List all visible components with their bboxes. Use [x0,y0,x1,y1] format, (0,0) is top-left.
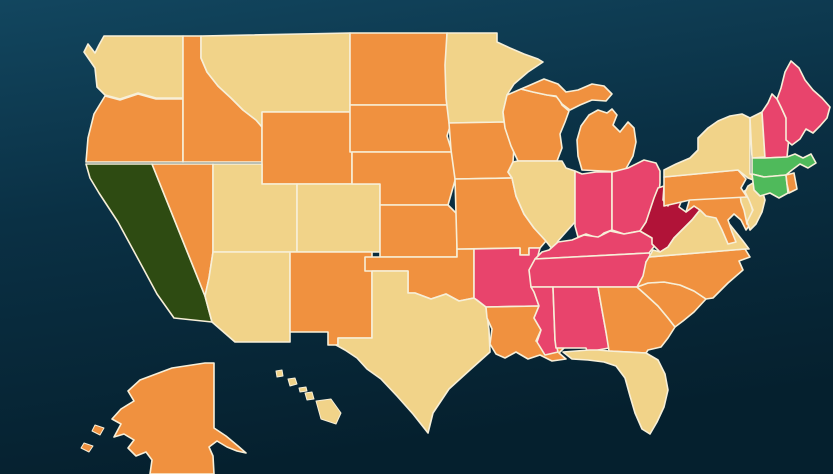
state-nd[interactable]: North Dakota [349,32,451,106]
state-co[interactable]: Colorado [296,183,381,253]
state-nm[interactable]: New Mexico [289,251,373,346]
state-or[interactable]: Oregon [85,93,184,163]
state-mn[interactable]: Minnesota [444,32,544,124]
state-hi-1[interactable]: Hawaii Kauai [275,369,284,378]
state-tn[interactable]: Tennessee [528,252,654,288]
state-mi[interactable]: Michigan [576,108,637,173]
state-me[interactable]: Maine [776,60,831,146]
state-hi-2[interactable]: Hawaii Oahu [287,377,298,387]
state-ak-isl-1[interactable]: Alaska island [91,424,105,436]
state-sd[interactable]: South Dakota [349,104,453,153]
state-in[interactable]: Indiana [574,170,613,239]
state-ks[interactable]: Kansas [379,204,458,258]
state-wy[interactable]: Wyoming [261,111,353,185]
state-ia[interactable]: Iowa [448,121,515,180]
state-wa[interactable]: Washington [83,35,184,100]
state-hi-3[interactable]: Hawaii Molokai [298,386,308,393]
state-ak[interactable]: Alaska [111,362,247,474]
state-hi-4[interactable]: Hawaii Maui [304,391,315,401]
state-fl[interactable]: Florida [562,349,669,435]
state-tx[interactable]: Texas [335,270,491,434]
state-ak-isl-2[interactable]: Alaska island [80,442,94,453]
state-hi-5[interactable]: Hawaii Big Island [315,398,342,425]
state-ct[interactable]: Connecticut [751,173,789,199]
state-il[interactable]: Illinois [507,160,576,251]
state-ri[interactable]: Rhode Island [785,172,798,194]
state-nc[interactable]: North Carolina [636,248,751,300]
state-mi-up[interactable]: Michigan Upper Peninsula [520,78,613,111]
states-layer: WashingtonOregonCaliforniaIdahoMontanaWy… [80,32,831,474]
